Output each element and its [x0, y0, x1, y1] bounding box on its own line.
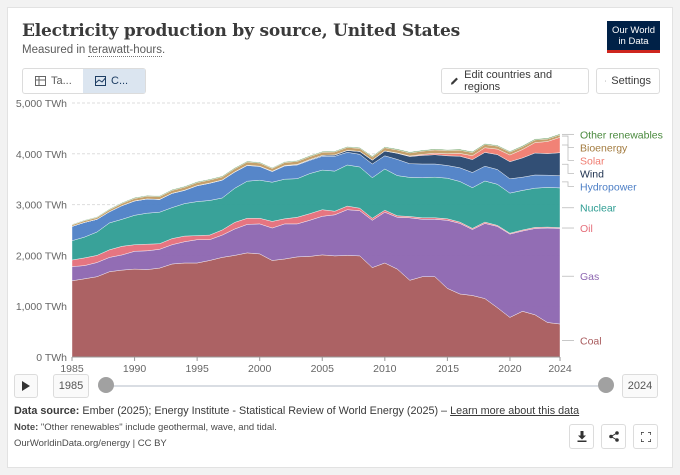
- timeline-end-year[interactable]: 2024: [622, 374, 658, 398]
- logo-line2: in Data: [618, 35, 649, 47]
- y-tick-label: 2,000 TWh: [16, 250, 67, 262]
- timeline-start-handle[interactable]: [98, 377, 114, 393]
- legend-label-hydropower[interactable]: Hydropower: [580, 181, 637, 193]
- tab-chart[interactable]: C...: [83, 69, 145, 93]
- owid-logo[interactable]: Our World in Data: [607, 21, 660, 53]
- legend-label-bioenergy[interactable]: Bioenergy: [580, 142, 628, 154]
- source-label: Data source:: [14, 405, 80, 417]
- gear-icon: [605, 80, 607, 82]
- area-chart-icon: [95, 76, 106, 86]
- x-tick-label: 2000: [248, 363, 272, 375]
- tab-chart-label: C...: [111, 75, 129, 87]
- logo-line1: Our World: [611, 25, 656, 36]
- note: Note: "Other renewables" include geother…: [14, 422, 277, 433]
- legend-label-solar[interactable]: Solar: [580, 155, 605, 167]
- legend-label-coal[interactable]: Coal: [580, 335, 602, 347]
- legend-connector: [562, 181, 574, 187]
- legend-connector: [562, 135, 574, 148]
- legend-label-oil[interactable]: Oil: [580, 223, 593, 235]
- x-tick-label: 2024: [548, 363, 572, 375]
- unit-link[interactable]: terawatt-hours: [88, 44, 162, 57]
- y-tick-label: 3,000 TWh: [16, 200, 67, 212]
- share-button[interactable]: [601, 424, 626, 449]
- legend-label-other-renewables[interactable]: Other renewables: [580, 129, 663, 141]
- x-tick-label: 2005: [311, 363, 335, 375]
- y-tick-label: 5,000 TWh: [16, 98, 67, 110]
- timeline-end-handle[interactable]: [598, 377, 614, 393]
- edit-countries-button[interactable]: Edit countries and regions: [441, 68, 589, 94]
- settings-label: Settings: [611, 75, 651, 87]
- fullscreen-button[interactable]: [633, 424, 658, 449]
- chart-subtitle: Measured in terawatt-hours.: [22, 44, 166, 57]
- area-other-renewables[interactable]: [71, 133, 561, 226]
- fullscreen-icon: [640, 431, 651, 442]
- table-icon: [35, 76, 46, 86]
- timeline-track[interactable]: [98, 385, 598, 387]
- legend-connector: [562, 163, 574, 174]
- y-tick-label: 1,000 TWh: [16, 301, 67, 313]
- tab-table[interactable]: Ta...: [23, 69, 83, 93]
- x-tick-label: 2015: [436, 363, 460, 375]
- download-button[interactable]: [569, 424, 594, 449]
- y-tick-label: 4,000 TWh: [16, 149, 67, 161]
- x-tick-label: 1985: [60, 363, 84, 375]
- subtitle-suffix: .: [162, 44, 166, 56]
- share-icon: [608, 431, 619, 442]
- tab-table-label: Ta...: [51, 75, 72, 87]
- legend-connector: [562, 144, 574, 161]
- subtitle-prefix: Measured in: [22, 44, 89, 56]
- source-text: Ember (2025); Energy Institute - Statist…: [79, 405, 451, 417]
- play-icon: [22, 381, 30, 391]
- data-source: Data source: Ember (2025); Energy Instit…: [14, 405, 579, 417]
- legend-label-gas[interactable]: Gas: [580, 271, 599, 283]
- x-tick-label: 1990: [123, 363, 147, 375]
- view-tabs: Ta... C...: [22, 68, 146, 94]
- pencil-icon: [450, 77, 458, 85]
- y-tick-label: 0 TWh: [36, 352, 67, 364]
- legend-label-wind[interactable]: Wind: [580, 168, 604, 180]
- note-label: Note:: [14, 422, 39, 433]
- timeline-start-year[interactable]: 1985: [53, 374, 89, 398]
- edit-countries-label: Edit countries and regions: [464, 69, 553, 93]
- stacked-area-chart: 0 TWh 1,000 TWh 2,000 TWh 3,000 TWh 4,000 TW…: [16, 98, 663, 375]
- x-tick-label: 2020: [498, 363, 522, 375]
- download-icon: [577, 431, 586, 442]
- learn-more-link[interactable]: Learn more about this data: [450, 405, 580, 417]
- note-text: "Other renewables" include geothermal, w…: [38, 422, 277, 433]
- play-button[interactable]: [14, 374, 38, 398]
- x-tick-label: 1995: [185, 363, 209, 375]
- settings-button[interactable]: Settings: [596, 68, 660, 94]
- license-link[interactable]: OurWorldinData.org/energy | CC BY: [14, 438, 167, 449]
- chart-title: Electricity production by source, United…: [22, 21, 461, 41]
- legend-label-nuclear[interactable]: Nuclear: [580, 203, 617, 215]
- x-tick-label: 2010: [373, 363, 397, 375]
